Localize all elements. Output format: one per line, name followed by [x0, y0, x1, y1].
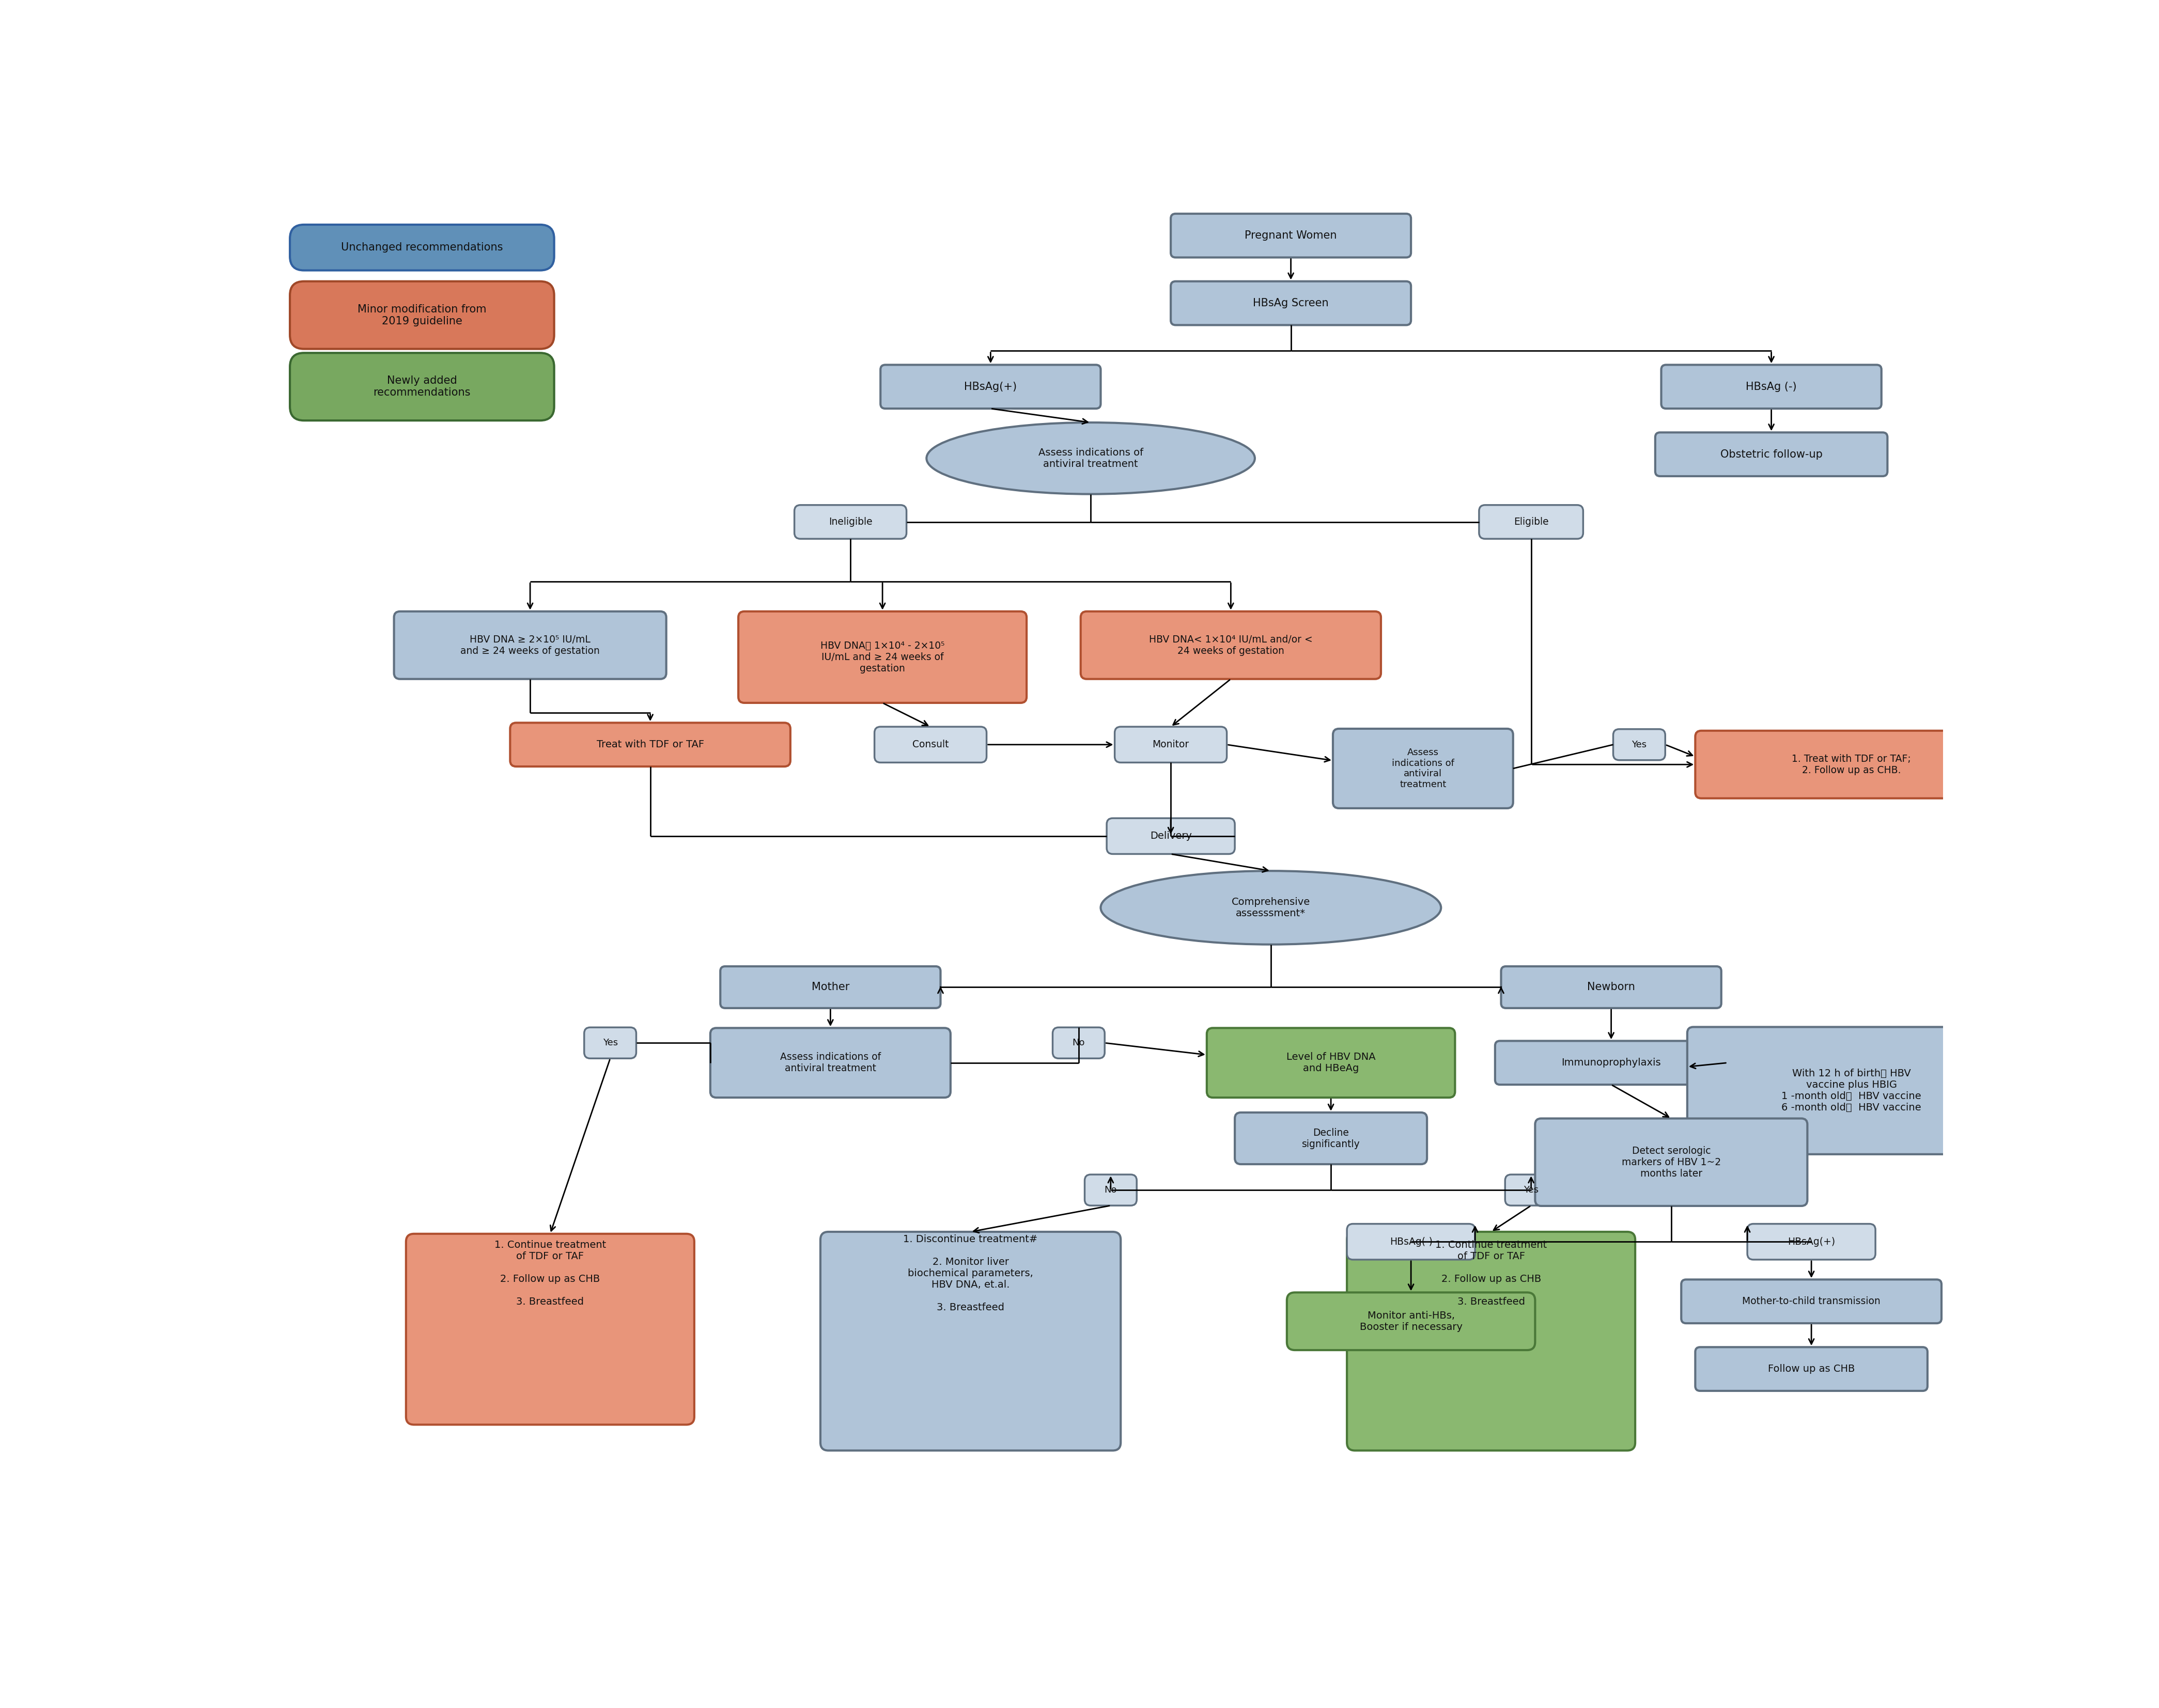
- Text: HBV DNA： 1×10⁴ - 2×10⁵
IU/mL and ≥ 24 weeks of
gestation: HBV DNA： 1×10⁴ - 2×10⁵ IU/mL and ≥ 24 we…: [820, 640, 946, 673]
- FancyBboxPatch shape: [1207, 1028, 1455, 1098]
- FancyBboxPatch shape: [1084, 1175, 1138, 1206]
- FancyBboxPatch shape: [1479, 506, 1583, 538]
- FancyBboxPatch shape: [1613, 729, 1665, 760]
- FancyBboxPatch shape: [1682, 1279, 1941, 1324]
- Text: No: No: [1105, 1185, 1116, 1194]
- Text: HBsAg(+): HBsAg(+): [1788, 1237, 1835, 1247]
- FancyBboxPatch shape: [1114, 726, 1226, 762]
- FancyBboxPatch shape: [289, 282, 555, 348]
- Text: Level of HBV DNA
and HBeAg: Level of HBV DNA and HBeAg: [1287, 1052, 1375, 1073]
- FancyBboxPatch shape: [1695, 1348, 1928, 1390]
- FancyBboxPatch shape: [1747, 1225, 1876, 1259]
- Text: Newborn: Newborn: [1587, 982, 1634, 992]
- FancyBboxPatch shape: [1347, 1225, 1475, 1259]
- Text: HBsAg(-): HBsAg(-): [1390, 1237, 1431, 1247]
- Text: Eligible: Eligible: [1513, 518, 1548, 526]
- FancyBboxPatch shape: [393, 611, 667, 680]
- FancyBboxPatch shape: [1054, 1028, 1105, 1059]
- Text: Yes: Yes: [602, 1038, 617, 1047]
- FancyBboxPatch shape: [289, 225, 555, 270]
- Text: With 12 h of birth： HBV
vaccine plus HBIG
1 -month old：  HBV vaccine
6 -month ol: With 12 h of birth： HBV vaccine plus HBI…: [1781, 1069, 1922, 1112]
- FancyBboxPatch shape: [1660, 366, 1880, 408]
- Text: Yes: Yes: [1524, 1185, 1539, 1194]
- Text: 1. Treat with TDF or TAF;
2. Follow up as CHB.: 1. Treat with TDF or TAF; 2. Follow up a…: [1792, 753, 1911, 775]
- Text: Yes: Yes: [1632, 740, 1647, 750]
- Text: Follow up as CHB: Follow up as CHB: [1768, 1365, 1855, 1373]
- Text: Assess indications of
antiviral treatment: Assess indications of antiviral treatmen…: [1038, 447, 1142, 470]
- Text: Delivery: Delivery: [1151, 832, 1192, 840]
- FancyBboxPatch shape: [1347, 1231, 1634, 1450]
- FancyBboxPatch shape: [710, 1028, 950, 1098]
- FancyBboxPatch shape: [1505, 1175, 1557, 1206]
- Text: Monitor anti-HBs,
Booster if necessary: Monitor anti-HBs, Booster if necessary: [1360, 1310, 1462, 1332]
- Text: HBV DNA ≥ 2×10⁵ IU/mL
and ≥ 24 weeks of gestation: HBV DNA ≥ 2×10⁵ IU/mL and ≥ 24 weeks of …: [460, 635, 600, 656]
- FancyBboxPatch shape: [795, 506, 907, 538]
- Text: Mother-to-child transmission: Mother-to-child transmission: [1742, 1296, 1880, 1307]
- FancyBboxPatch shape: [289, 354, 555, 420]
- Text: HBsAg(+): HBsAg(+): [965, 381, 1017, 391]
- FancyBboxPatch shape: [721, 967, 941, 1008]
- FancyBboxPatch shape: [510, 722, 790, 767]
- Text: No: No: [1073, 1038, 1086, 1047]
- FancyBboxPatch shape: [820, 1231, 1121, 1450]
- FancyBboxPatch shape: [1287, 1293, 1535, 1349]
- FancyBboxPatch shape: [1501, 967, 1721, 1008]
- Text: Obstetric follow-up: Obstetric follow-up: [1721, 449, 1822, 459]
- Text: Treat with TDF or TAF: Treat with TDF or TAF: [596, 740, 704, 750]
- Text: Decline
significantly: Decline significantly: [1302, 1127, 1360, 1149]
- Text: Pregnant Women: Pregnant Women: [1246, 231, 1336, 241]
- Text: Minor modification from
2019 guideline: Minor modification from 2019 guideline: [358, 304, 486, 326]
- Text: 1. Discontinue treatment#

2. Monitor liver
biochemical parameters,
HBV DNA, et.: 1. Discontinue treatment# 2. Monitor liv…: [902, 1235, 1038, 1312]
- Text: HBV DNA< 1×10⁴ IU/mL and/or <
24 weeks of gestation: HBV DNA< 1×10⁴ IU/mL and/or < 24 weeks o…: [1149, 635, 1313, 656]
- Text: HBsAg (-): HBsAg (-): [1747, 381, 1796, 391]
- FancyBboxPatch shape: [874, 726, 987, 762]
- Text: Assess indications of
antiviral treatment: Assess indications of antiviral treatmen…: [779, 1052, 881, 1073]
- Ellipse shape: [926, 422, 1254, 494]
- FancyBboxPatch shape: [738, 611, 1028, 704]
- FancyBboxPatch shape: [1494, 1040, 1727, 1085]
- FancyBboxPatch shape: [1695, 731, 2008, 798]
- FancyBboxPatch shape: [585, 1028, 637, 1059]
- FancyBboxPatch shape: [1656, 432, 1887, 477]
- Text: Ineligible: Ineligible: [829, 518, 872, 526]
- Text: 1. Continue treatment
of TDF or TAF

2. Follow up as CHB

3. Breastfeed: 1. Continue treatment of TDF or TAF 2. F…: [494, 1240, 607, 1307]
- Text: Immunoprophylaxis: Immunoprophylaxis: [1561, 1057, 1660, 1068]
- Text: Assess
indications of
antiviral
treatment: Assess indications of antiviral treatmen…: [1393, 748, 1455, 789]
- FancyBboxPatch shape: [1170, 213, 1412, 258]
- FancyBboxPatch shape: [1535, 1119, 1807, 1206]
- Text: Comprehensive
assesssment*: Comprehensive assesssment*: [1231, 897, 1311, 919]
- Text: Monitor: Monitor: [1153, 740, 1190, 750]
- Text: Detect serologic
markers of HBV 1~2
months later: Detect serologic markers of HBV 1~2 mont…: [1621, 1146, 1721, 1179]
- Text: 1. Continue treatment
of TDF or TAF

2. Follow up as CHB

3. Breastfeed: 1. Continue treatment of TDF or TAF 2. F…: [1436, 1240, 1546, 1307]
- FancyBboxPatch shape: [1686, 1027, 2017, 1155]
- FancyBboxPatch shape: [1235, 1112, 1427, 1165]
- Text: HBsAg Screen: HBsAg Screen: [1252, 297, 1328, 309]
- FancyBboxPatch shape: [1170, 282, 1412, 325]
- FancyBboxPatch shape: [406, 1233, 695, 1424]
- FancyBboxPatch shape: [1332, 729, 1513, 808]
- FancyBboxPatch shape: [1108, 818, 1235, 854]
- Text: Unchanged recommendations: Unchanged recommendations: [341, 243, 503, 253]
- Text: Newly added
recommendations: Newly added recommendations: [374, 376, 471, 398]
- FancyBboxPatch shape: [1082, 611, 1382, 680]
- FancyBboxPatch shape: [881, 366, 1101, 408]
- Text: Consult: Consult: [913, 740, 948, 750]
- Text: Mother: Mother: [812, 982, 848, 992]
- Ellipse shape: [1101, 871, 1440, 945]
